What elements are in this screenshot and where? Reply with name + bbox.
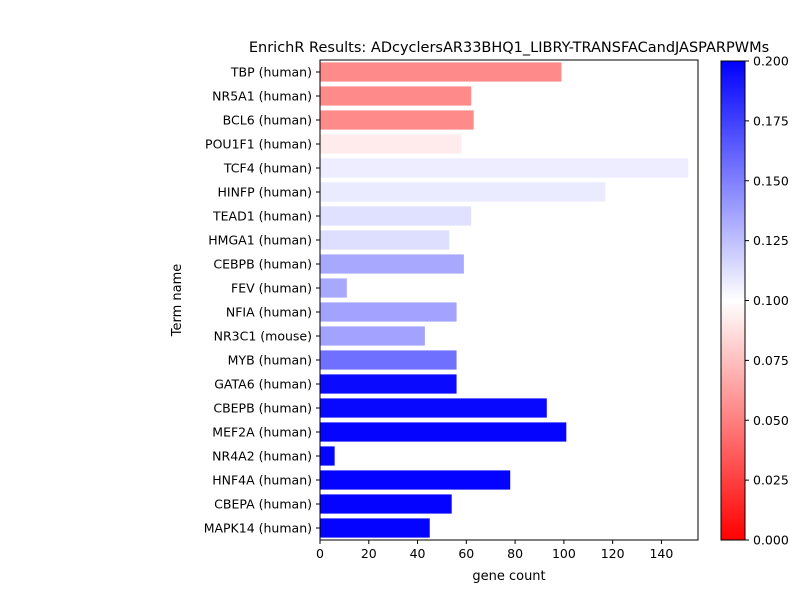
y-tick-label: HMGA1 (human) [208,233,312,248]
y-tick-label: CBEPA (human) [214,497,312,512]
chart-title: EnrichR Results: ADcyclersAR33BHQ1_LIBRY… [249,40,769,56]
bar [320,350,457,370]
colorbar-tick-label: 0.100 [753,293,789,308]
y-tick-label: HNF4A (human) [212,473,312,488]
bar [320,230,450,250]
colorbar-tick-label: 0.125 [753,233,789,248]
bar [320,326,425,346]
y-tick-label: TBP (human) [230,65,312,80]
x-tick-label: 60 [458,546,474,561]
y-tick-label: POU1F1 (human) [205,137,312,152]
colorbar-ticks: 0.000 0.025 0.050 0.075 0.100 0.125 0.150 0.175… [745,54,789,548]
colorbar-tick-label: 0.075 [753,353,789,368]
bar [320,398,547,418]
x-axis-label: gene count [472,569,545,584]
x-tick-label: 120 [601,546,625,561]
bar [320,278,347,298]
y-tick-label: CEBPB (human) [213,257,312,272]
y-tick-label: MAPK14 (human) [204,521,312,536]
y-tick-label: NR4A2 (human) [212,449,312,464]
y-tick-labels: TBP (human) NR5A1 (human) BCL6 (human) POU1… [204,65,320,536]
bar [320,374,457,394]
y-tick-label: TEAD1 (human) [212,209,312,224]
colorbar-tick-label: 0.200 [753,54,789,69]
y-axis-label: Term name [170,264,185,338]
y-tick-label: TCF4 (human) [223,161,312,176]
bar [320,158,689,178]
colorbar-tick-label: 0.175 [753,113,789,128]
bar [320,62,562,82]
colorbar-tick-label: 0.000 [753,533,789,548]
bar [320,446,335,466]
colorbar-tick-label: 0.050 [753,413,789,428]
y-tick-label: NR3C1 (mouse) [214,329,312,344]
x-tick-label: 40 [410,546,426,561]
bar [320,134,462,154]
y-tick-label: NR5A1 (human) [212,89,312,104]
y-tick-label: MEF2A (human) [212,425,312,440]
x-tick-label: 80 [507,546,523,561]
x-ticks: 0 20 40 60 80 100 120 140 [316,540,673,561]
y-tick-label: MYB (human) [228,353,312,368]
y-tick-label: GATA6 (human) [214,377,312,392]
x-tick-label: 100 [552,546,576,561]
bar [320,86,472,106]
bar [320,254,464,274]
colorbar-tick-label: 0.025 [753,473,789,488]
plot-frame [319,59,699,541]
y-tick-label: FEV (human) [231,281,312,296]
y-tick-label: CBEPB (human) [213,401,312,416]
bar [320,206,472,226]
colorbar-tick-label: 0.150 [753,173,789,188]
bar [320,302,457,322]
colorbar [720,60,746,541]
y-tick-label: HINFP (human) [218,185,313,200]
bar [320,518,430,538]
bar [320,182,606,202]
bar [320,110,474,130]
x-tick-label: 140 [649,546,673,561]
y-tick-label: BCL6 (human) [223,113,312,128]
x-tick-label: 0 [316,546,324,561]
bar-group [320,62,689,538]
bar [320,494,452,514]
y-tick-label: NFIA (human) [226,305,312,320]
bar [320,422,567,442]
x-tick-label: 20 [361,546,377,561]
bar [320,470,511,490]
